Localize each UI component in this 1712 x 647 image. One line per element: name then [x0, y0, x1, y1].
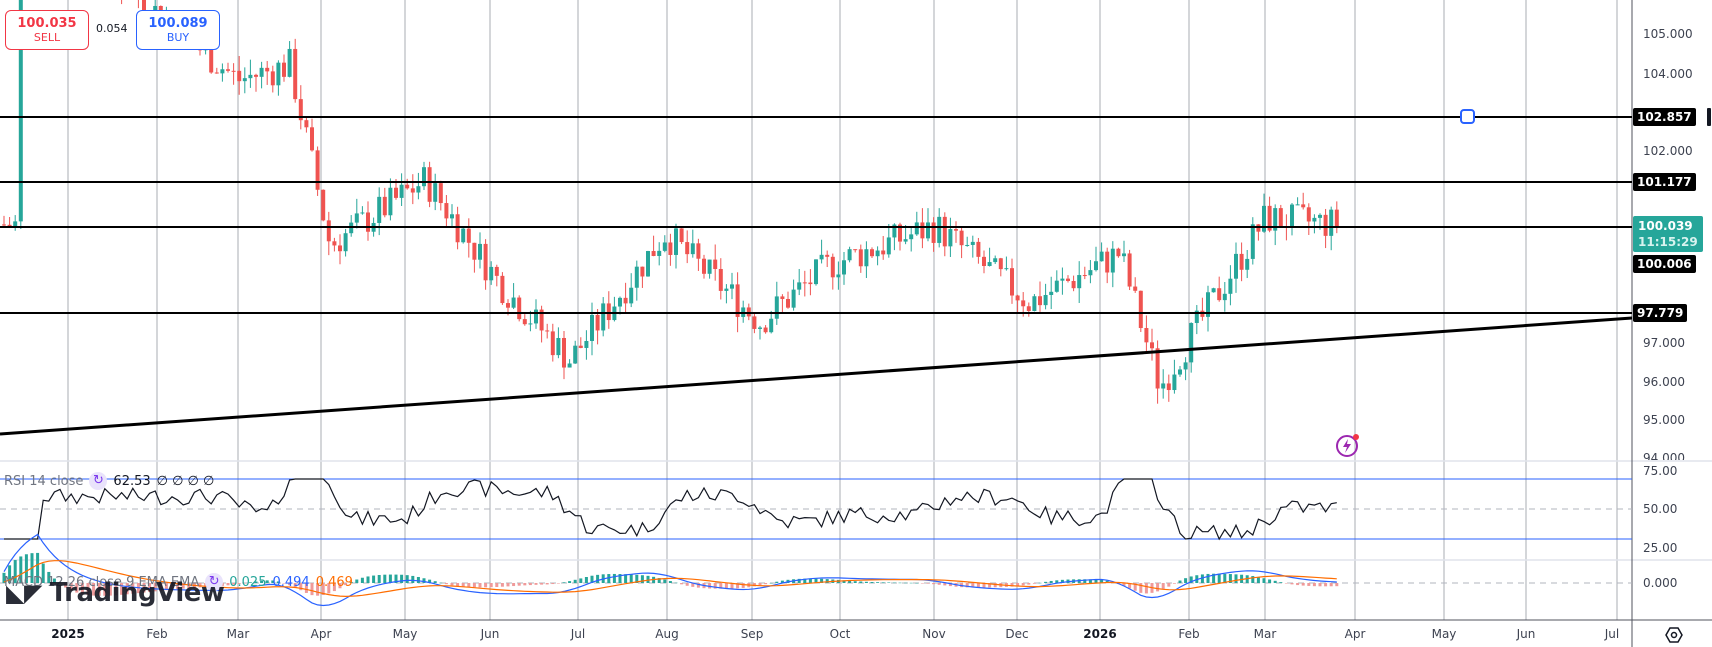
- buy-price: 100.089: [148, 16, 208, 31]
- rsi-tick: 75.00: [1643, 464, 1678, 478]
- rsi-title: RSI 14 close: [4, 473, 84, 489]
- spread-value: 0.054: [96, 22, 128, 35]
- refresh-icon[interactable]: ↻: [205, 573, 224, 591]
- live-price: 100.039: [1638, 219, 1693, 233]
- refresh-icon[interactable]: ↻: [89, 472, 108, 490]
- macd-tick: 0.000: [1643, 576, 1678, 590]
- time-label: Mar: [226, 627, 250, 641]
- time-label: Oct: [829, 627, 851, 641]
- price-tick: 102.000: [1643, 144, 1693, 158]
- macd-value: 0.494: [272, 574, 310, 590]
- bar-countdown: 11:15:29: [1638, 235, 1698, 249]
- time-label: Jul: [570, 627, 586, 641]
- time-label: Dec: [1005, 627, 1029, 641]
- macd-title: MACD 12 26 close 9 EMA EMA: [4, 574, 200, 590]
- time-label: Feb: [146, 627, 168, 641]
- tradingview-logo[interactable]: ◣◤ TradingView: [6, 578, 225, 608]
- time-label: Mar: [1253, 627, 1277, 641]
- price-scale-handle[interactable]: [1707, 108, 1711, 126]
- price-tick: 95.000: [1643, 413, 1685, 427]
- time-label: May: [392, 627, 418, 641]
- rsi-placeholders: ∅ ∅ ∅ ∅: [156, 473, 215, 489]
- buy-label: BUY: [166, 31, 190, 44]
- time-label: 2026: [1083, 627, 1117, 641]
- live-price-tag: 100.039 11:15:29: [1633, 216, 1703, 252]
- time-label: Apr: [310, 627, 332, 641]
- sell-price: 100.035: [17, 16, 77, 31]
- price-tick: 105.000: [1643, 27, 1693, 41]
- price-tick: 94.000: [1643, 451, 1685, 460]
- price-tick: 97.000: [1643, 336, 1685, 350]
- sell-label: SELL: [33, 31, 61, 44]
- macd-pane: [0, 533, 1632, 607]
- level-tag: 100.006: [1633, 255, 1696, 273]
- signal-value: 0.469: [315, 574, 353, 590]
- time-label: 2025: [51, 627, 85, 641]
- level-tag: 102.857: [1633, 108, 1696, 126]
- rsi-line: [4, 478, 1337, 541]
- horizontal-levels: [0, 116, 1632, 314]
- rsi-tick: 50.00: [1643, 502, 1678, 516]
- lightning-alert-icon[interactable]: [1335, 432, 1361, 458]
- time-label: Jun: [480, 627, 500, 641]
- time-label: Apr: [1344, 627, 1366, 641]
- vertical-grid: [67, 0, 1618, 620]
- level-tag: 101.177: [1633, 173, 1696, 191]
- level-tag: 97.779: [1633, 304, 1688, 322]
- time-label: May: [1431, 627, 1457, 641]
- rsi-value: 62.53: [113, 473, 151, 489]
- level-drag-handle[interactable]: [1460, 109, 1475, 124]
- time-label: Jun: [1516, 627, 1536, 641]
- signal-line: [3, 560, 1337, 598]
- time-label: Nov: [922, 627, 946, 641]
- time-label: Feb: [1178, 627, 1200, 641]
- buy-button[interactable]: 100.089 BUY: [136, 10, 220, 50]
- rsi-tick: 25.00: [1643, 541, 1678, 555]
- time-label: Jul: [1604, 627, 1620, 641]
- macd-legend[interactable]: MACD 12 26 close 9 EMA EMA ↻ 0.025 0.494…: [4, 573, 353, 591]
- time-label: Aug: [655, 627, 679, 641]
- ascending-trendline[interactable]: [0, 316, 1633, 436]
- rsi-legend[interactable]: RSI 14 close ↻ 62.53 ∅ ∅ ∅ ∅: [4, 472, 214, 490]
- macd-hist-value: 0.025: [229, 574, 267, 590]
- price-tick: 96.000: [1643, 375, 1685, 389]
- gear-icon[interactable]: [1664, 625, 1684, 645]
- rsi-pane: [0, 478, 1632, 541]
- price-tick: 104.000: [1643, 67, 1693, 81]
- sell-button[interactable]: 100.035 SELL: [5, 10, 89, 50]
- time-label: Sep: [740, 627, 764, 641]
- candles: [2, 0, 1339, 404]
